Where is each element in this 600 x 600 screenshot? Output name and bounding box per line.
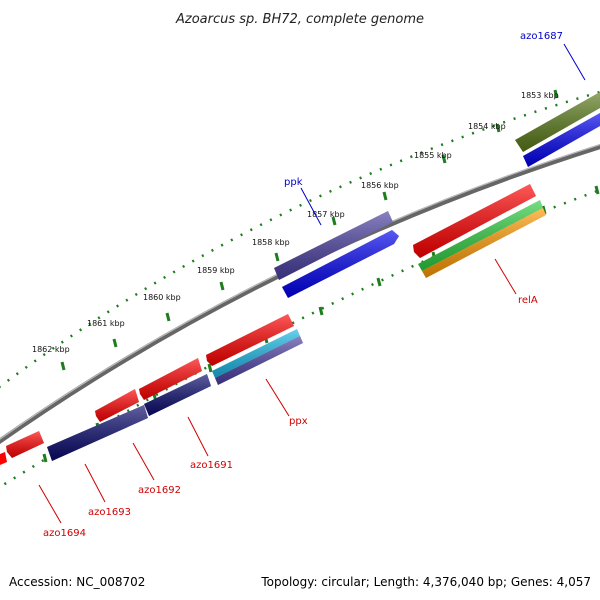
gene-labels: azo1687 ppk relA ppx azo1691 azo1692 azo… [43, 31, 563, 539]
topology-text: Topology: circular; Length: 4,376,040 bp… [260, 575, 591, 589]
gene-label-azo1692[interactable]: azo1692 [138, 485, 181, 496]
major-tick [331, 216, 337, 226]
kbp-label: 1856 kbp [361, 181, 399, 190]
major-tick [165, 312, 171, 322]
gene-label-azo1691[interactable]: azo1691 [190, 460, 233, 471]
gene-label-azo1693[interactable]: azo1693 [88, 507, 131, 518]
kbp-label: 1855 kbp [414, 151, 452, 160]
gene-label-azo1694[interactable]: azo1694 [43, 528, 86, 539]
outer-tick-ring [0, 89, 600, 389]
gene-label-relA[interactable]: relA [518, 295, 538, 306]
kbp-label: 1861 kbp [87, 319, 125, 328]
kbp-label: 1857 kbp [307, 210, 345, 219]
major-tick [42, 453, 48, 463]
major-tick [376, 277, 382, 287]
map-title: Azoarcus sp. BH72, complete genome [175, 12, 424, 27]
major-tick [60, 361, 66, 371]
gene-label-ppx[interactable]: ppx [289, 416, 308, 427]
major-tick [112, 338, 118, 348]
kbp-label: 1860 kbp [143, 293, 181, 302]
gene-label-azo1687[interactable]: azo1687 [520, 31, 563, 42]
major-tick [441, 154, 447, 164]
kbp-label: 1858 kbp [252, 238, 290, 247]
major-tick [553, 89, 559, 99]
kbp-label: 1854 kbp [468, 122, 506, 131]
genome-backbone [0, 143, 600, 445]
kbp-scale-labels: 1853 kbp 1854 kbp 1855 kbp 1856 kbp 1857… [32, 91, 559, 354]
kbp-label: 1853 kbp [521, 91, 559, 100]
major-tick [594, 185, 600, 195]
accession-text: Accession: NC_008702 [9, 575, 145, 589]
major-tick [207, 363, 213, 373]
kbp-label: 1859 kbp [197, 266, 235, 275]
kbp-label: 1862 kbp [32, 345, 70, 354]
major-tick [219, 281, 225, 291]
major-tick [274, 252, 280, 262]
gene-azo1694[interactable] [0, 452, 7, 465]
major-tick [318, 306, 324, 316]
major-tick [495, 123, 501, 133]
label-leaders [38, 43, 586, 524]
gene-label-ppk[interactable]: ppk [284, 177, 303, 188]
gene-features [0, 92, 600, 465]
major-tick [382, 191, 388, 201]
